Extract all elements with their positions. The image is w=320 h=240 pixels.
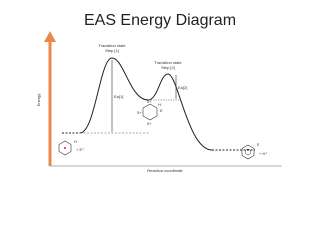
y-axis-arrow [44,31,56,42]
product-aromatic [244,148,252,156]
reactant-reagent: + E⁺ [76,147,84,152]
background [0,0,320,180]
ts2-label: Transition state [154,60,182,65]
product-e: E [257,142,260,147]
slide: EAS Energy Diagram Energy Reaction coord… [0,0,320,180]
charge: δ+ [147,121,152,126]
energy-curve [79,57,213,151]
product-ring [241,144,255,160]
title: EAS Energy Diagram [84,12,236,29]
ts2-step: Step [2] [161,65,175,70]
ts1-step: Step [1] [105,48,119,53]
intermediate-e: E [160,108,163,113]
x-axis-label: Reaction coordinate [147,168,183,173]
intermediate-ring [142,103,158,121]
charge: δ+ [147,99,152,104]
reactant-ring [58,140,72,156]
reactant-h: H [74,139,77,144]
intermediate-h: H [158,102,161,107]
ts1-label: Transition state [98,43,126,48]
charge: δ+ [137,110,142,115]
reactant-dot [64,147,66,149]
ea1-label: Ea[1] [114,94,123,99]
product-reagent: + H⁺ [259,151,267,156]
ea2-label: Ea[2] [178,85,187,90]
y-axis-label: Energy [36,94,41,107]
